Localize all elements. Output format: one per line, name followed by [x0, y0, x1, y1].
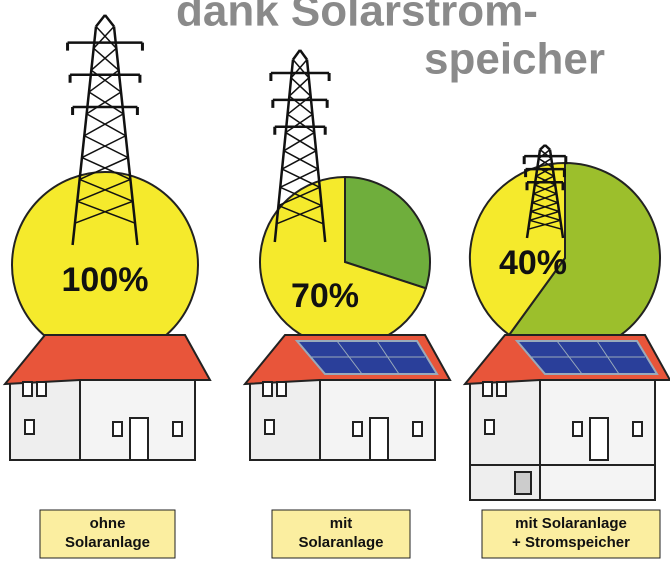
door — [130, 418, 148, 460]
door — [370, 418, 388, 460]
window — [353, 422, 362, 436]
percent-label: 100% — [62, 261, 149, 299]
window — [633, 422, 642, 436]
window — [483, 382, 492, 396]
panel-label: mit Solaranlage — [515, 515, 627, 532]
window — [23, 382, 32, 396]
panel-label: Solaranlage — [298, 534, 383, 551]
title-line: speicher — [424, 35, 605, 84]
window — [277, 382, 286, 396]
battery — [515, 472, 531, 494]
window — [173, 422, 182, 436]
panel-label: ohne — [90, 515, 126, 532]
window — [497, 382, 506, 396]
window — [573, 422, 582, 436]
window — [485, 420, 494, 434]
house — [245, 335, 450, 460]
window — [37, 382, 46, 396]
house — [5, 335, 210, 460]
window — [25, 420, 34, 434]
door — [590, 418, 608, 460]
house — [465, 335, 670, 500]
window — [265, 420, 274, 434]
roof — [5, 335, 210, 384]
panel-label: Solaranlage — [65, 534, 150, 551]
window — [413, 422, 422, 436]
percent-label: 70% — [291, 277, 359, 315]
infographic: dank Solarstrom- speicher 100% ohne Solara… — [0, 0, 670, 565]
panel-label: mit — [330, 515, 353, 532]
percent-label: 40% — [499, 244, 567, 282]
panels: 100% ohne Solaranlage 70% mit Solaranlage 40% m… — [5, 15, 670, 558]
panel-label: + Stromspeicher — [512, 534, 630, 551]
window — [263, 382, 272, 396]
window — [113, 422, 122, 436]
title-line: dank Solarstrom- — [176, 0, 538, 36]
